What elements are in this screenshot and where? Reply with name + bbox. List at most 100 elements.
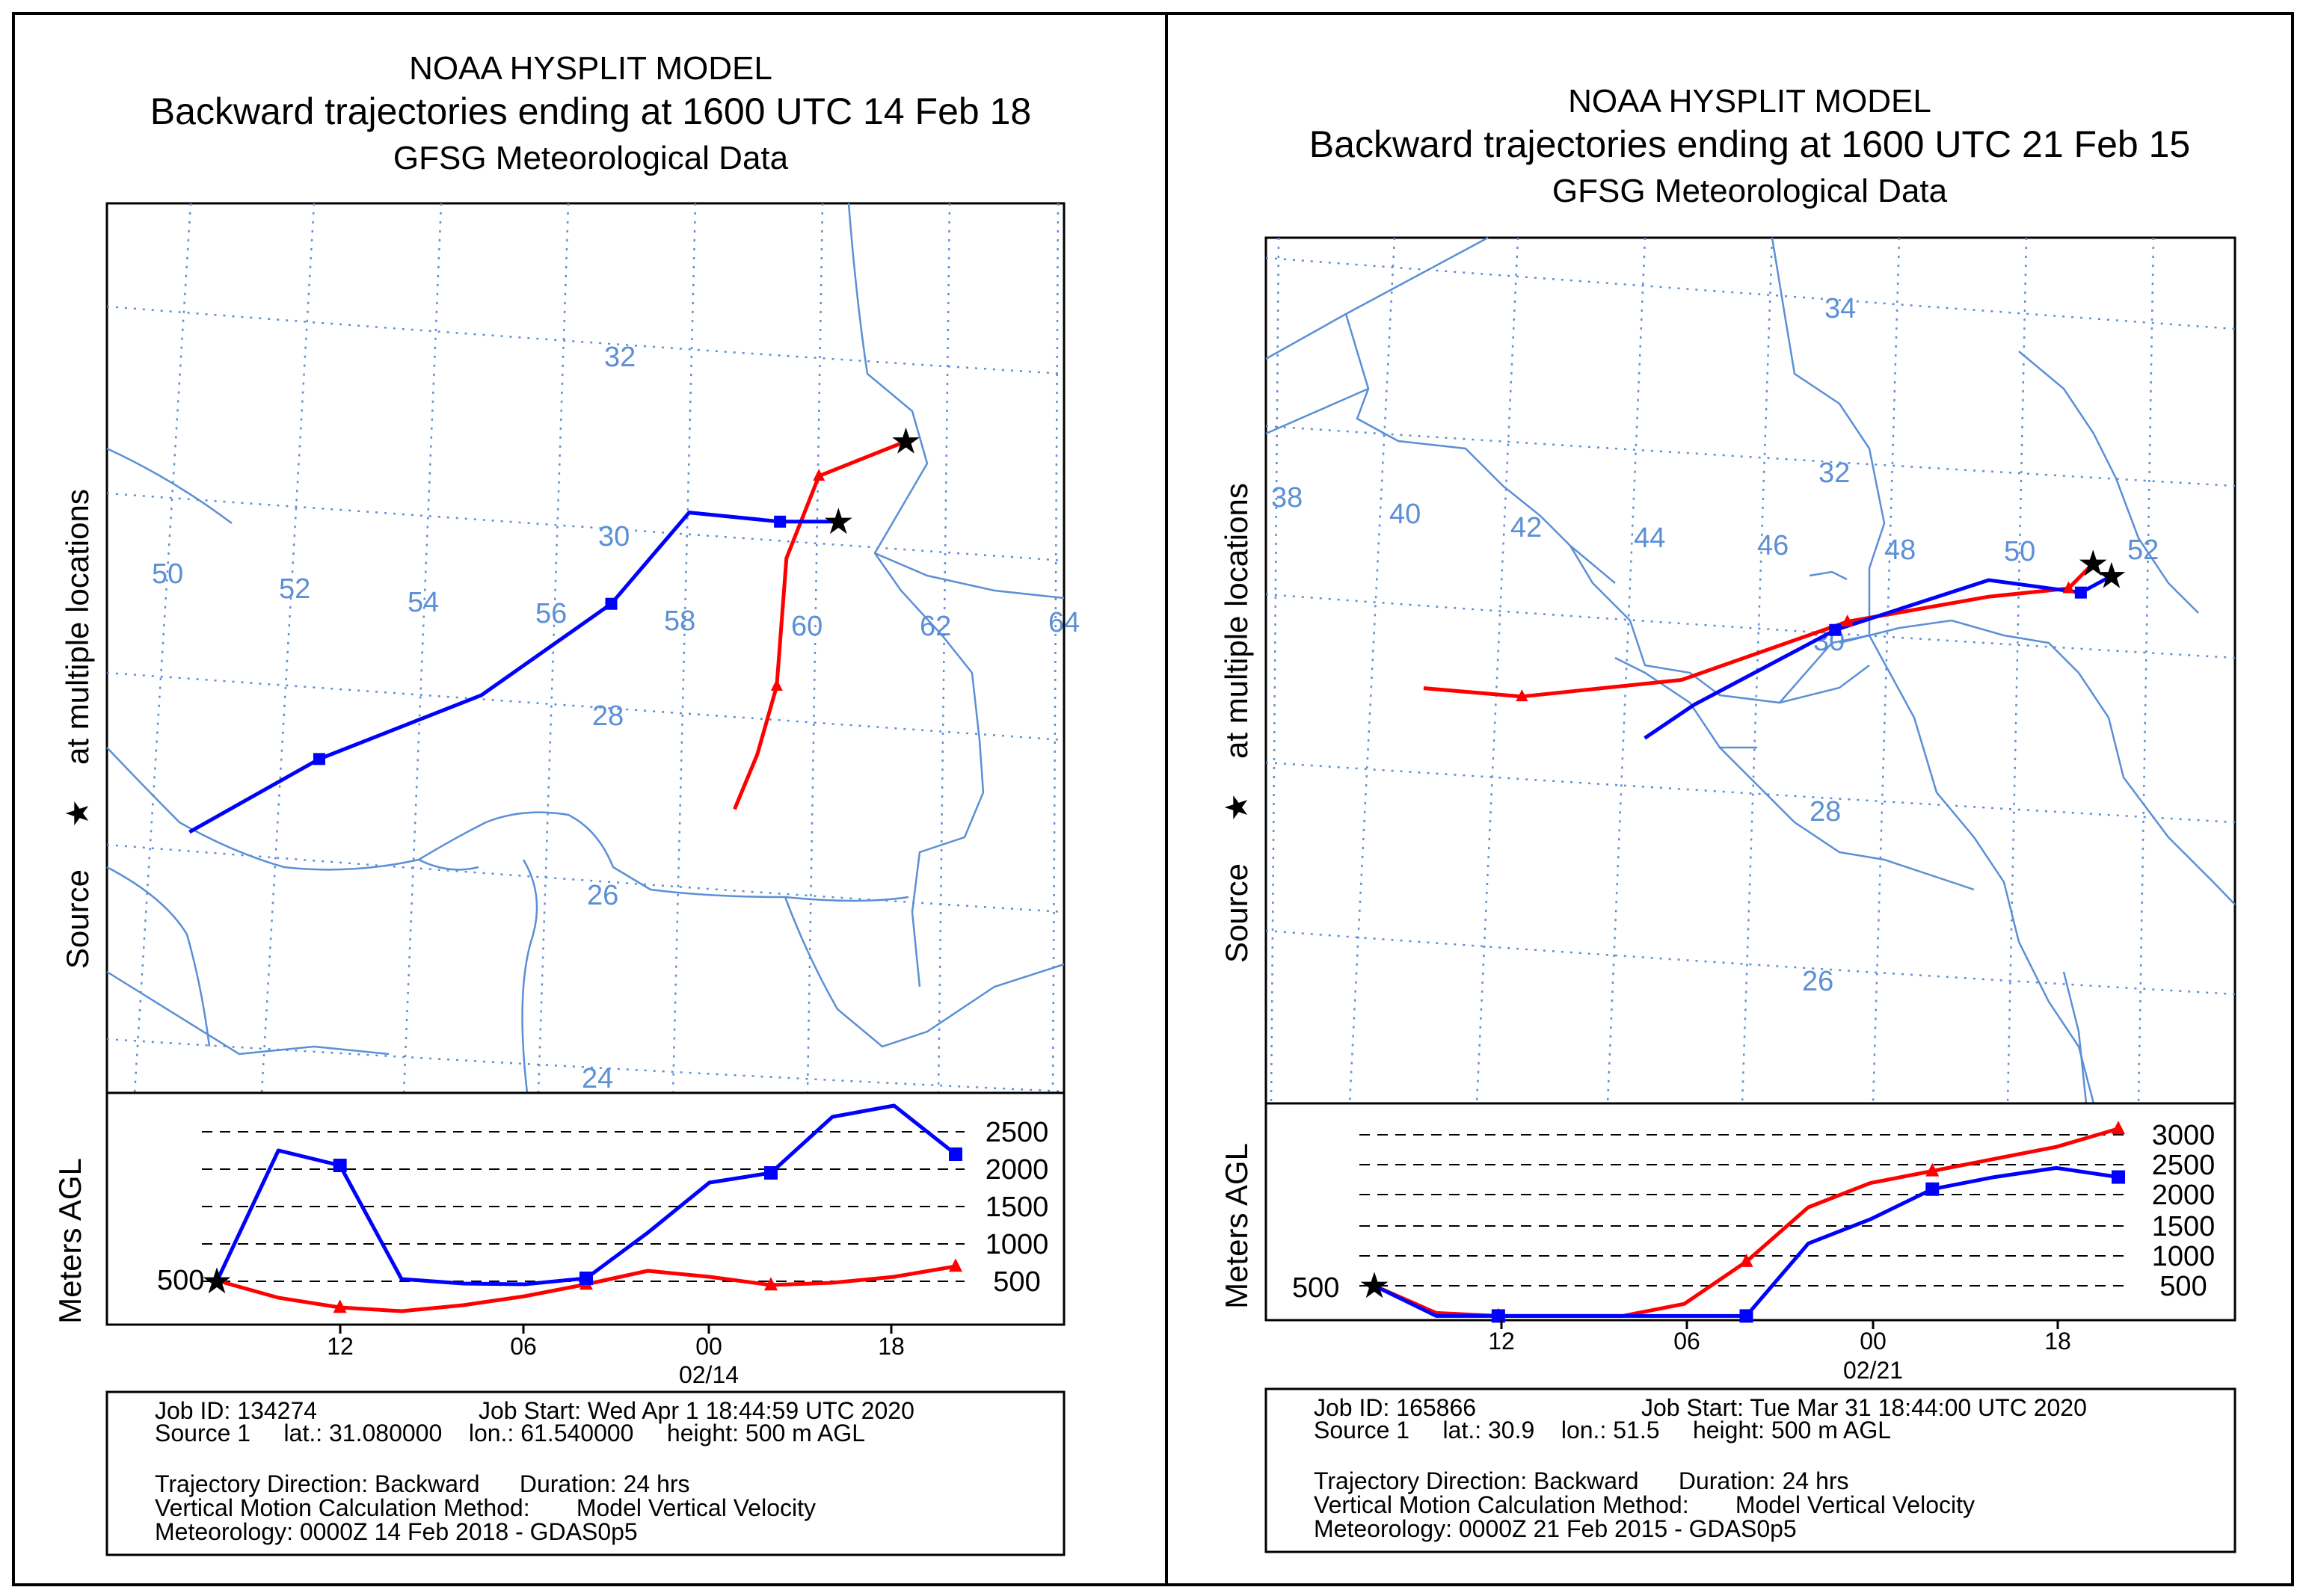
source-star-icon: ★ <box>890 422 922 461</box>
info-direction: Trajectory Direction: Backward Duration:… <box>155 1470 690 1497</box>
map-grid-labels: 34 32 30 28 26 38 40 42 44 46 48 50 52 <box>1271 293 2159 997</box>
map-boundaries <box>1265 236 2236 1104</box>
grid-lat-26 <box>106 843 1065 913</box>
lon-label: 50 <box>2004 536 2035 567</box>
lon-label: 50 <box>152 558 183 590</box>
lat-label: 28 <box>1810 796 1841 828</box>
grid-lat-28 <box>1265 761 2236 824</box>
height-tick-label: 2000 <box>2152 1180 2216 1211</box>
coast-line <box>1839 619 2236 905</box>
grid-lon-f <box>1872 237 1901 1104</box>
lon-label: 64 <box>1048 607 1080 638</box>
height-series: ★ <box>200 1103 962 1313</box>
info-direction: Trajectory Direction: Backward Duration:… <box>1314 1467 1849 1494</box>
trajectory-layer: ★★ <box>188 422 922 834</box>
map-grid-labels: 32 30 28 26 24 50 52 54 56 58 60 62 64 <box>152 342 1080 1094</box>
lat-label: 32 <box>604 342 636 373</box>
trajectory-1-height-marker <box>1739 1253 1753 1267</box>
info-job-start: Job Start: Wed Apr 1 18:44:59 UTC 2020 <box>479 1397 914 1424</box>
trajectory-2-marker <box>605 597 618 610</box>
x-tick-label: 00 <box>1860 1328 1887 1355</box>
height-ylabel: Meters AGL <box>52 1158 87 1324</box>
x-axis: 12 06 00 18 <box>327 1325 905 1360</box>
trajectory-2-marker <box>774 515 787 528</box>
lat-label: 26 <box>1802 966 1833 997</box>
source-star-icon: ★ <box>60 799 95 828</box>
grid-lon-b <box>1348 237 1396 1104</box>
height-tick-label: 500 <box>2159 1271 2207 1302</box>
source-level-label: 500 <box>1292 1272 1339 1304</box>
trajectory-2-marker <box>2074 586 2087 599</box>
trajectory-layer: ★★ <box>1423 544 2127 740</box>
grid-lat-30 <box>106 492 1065 562</box>
height-tick-label: 1000 <box>2152 1241 2216 1272</box>
lon-label: 52 <box>279 573 310 605</box>
grid-lon-a <box>1270 237 1280 1104</box>
coast-line <box>2018 351 2199 614</box>
x-tick-label: 06 <box>1673 1328 1700 1355</box>
trajectory-2-height-marker <box>1739 1309 1753 1323</box>
grid-lon-g <box>2006 237 2028 1104</box>
lon-label: 56 <box>535 598 567 629</box>
height-grid <box>202 1131 965 1282</box>
trajectory-2-height-marker <box>2112 1170 2125 1184</box>
trajectory-markers: ★★ <box>313 422 922 765</box>
side-label-source: Source <box>1219 863 1254 963</box>
x-tick-label: 18 <box>878 1333 905 1360</box>
side-label-locations: at multiple locations <box>1219 483 1254 759</box>
coast-line <box>1719 747 1975 891</box>
trajectory-2-marker <box>1829 623 1842 636</box>
grid-lat-34 <box>1265 256 2236 330</box>
coast-line <box>418 858 479 871</box>
lon-label: 42 <box>1510 512 1542 543</box>
trajectory-1-height-marker <box>1925 1162 1940 1177</box>
title-line3: GFSG Meteorological Data <box>1552 173 1948 209</box>
info-job-start: Job Start: Tue Mar 31 18:44:00 UTC 2020 <box>1641 1394 2087 1421</box>
trajectory-2-height-marker <box>1491 1309 1505 1323</box>
info-text: Job ID: 134274 Job Start: Wed Apr 1 18:4… <box>155 1397 914 1545</box>
side-label-source: Source <box>60 869 95 969</box>
border-line <box>1344 313 1870 704</box>
lat-label: 30 <box>598 521 630 552</box>
title-line3: GFSG Meteorological Data <box>393 140 789 176</box>
info-source: Source 1 lat.: 31.080000 lon.: 61.540000… <box>155 1420 865 1446</box>
trajectory-1-marker <box>2062 581 2075 594</box>
grid-lon-c <box>1475 237 1519 1104</box>
info-meteorology: Meteorology: 0000Z 21 Feb 2015 - GDAS0p5 <box>1314 1515 1797 1542</box>
trajectory-1-marker <box>770 679 783 691</box>
coast-line <box>784 896 1065 1048</box>
border-line <box>1569 545 1616 584</box>
lat-label: 24 <box>582 1063 613 1094</box>
height-tick-labels: 2500 2000 1500 1000 500 <box>986 1117 1049 1298</box>
lon-label: 44 <box>1634 523 1665 554</box>
grid-lat-26 <box>1265 929 2236 996</box>
lat-label: 26 <box>587 880 618 911</box>
lon-label: 46 <box>1757 530 1789 561</box>
panel-right: NOAA HYSPLIT MODEL Backward trajectories… <box>1219 83 2236 1553</box>
trajectory-1-path <box>733 440 907 810</box>
lon-label: 60 <box>791 611 823 642</box>
source-level-label: 500 <box>157 1265 204 1296</box>
map-boundaries <box>106 203 1065 1094</box>
height-panel <box>1264 1102 2236 1322</box>
grid-lon-e <box>1741 237 1774 1104</box>
panel-left: NOAA HYSPLIT MODEL Backward trajectories… <box>52 50 1080 1556</box>
trajectory-1-marker <box>813 469 825 481</box>
border-line <box>847 203 985 988</box>
coast-line <box>106 970 390 1056</box>
coast-line <box>1868 635 2095 1104</box>
side-label: Source ★ at multiple locations <box>60 489 95 969</box>
coast-line <box>1779 665 1870 704</box>
lon-label: 38 <box>1271 482 1303 514</box>
trajectory-2-height-marker <box>1925 1182 1940 1196</box>
coast-line <box>2062 971 2088 1104</box>
info-vertical: Vertical Motion Calculation Method: Mode… <box>1314 1491 1975 1518</box>
coast-line <box>1809 570 1848 581</box>
height-tick-label: 2500 <box>986 1117 1049 1148</box>
coast-line <box>521 859 538 1094</box>
trajectory-1-height-marker <box>764 1277 778 1291</box>
info-text: Job ID: 165866 Job Start: Tue Mar 31 18:… <box>1314 1394 2087 1542</box>
coast-line <box>106 747 909 902</box>
